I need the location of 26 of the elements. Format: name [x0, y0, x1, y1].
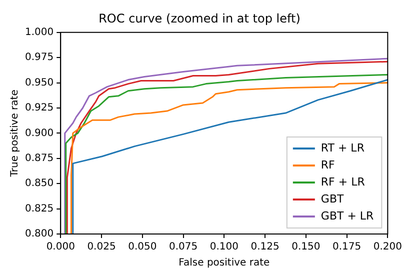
y-tick-label: 0.900 [24, 128, 54, 139]
x-axis-title: False positive rate [178, 258, 270, 269]
x-tick-label: 0.025 [87, 242, 116, 253]
x-tick-label: 0.050 [128, 242, 157, 253]
y-tick-label: 0.800 [24, 228, 54, 240]
y-tick-label: 0.925 [24, 102, 54, 114]
x-tick-label: 0.200 [373, 242, 402, 253]
legend-label: RT + LR [320, 141, 365, 154]
x-tick-label: 0.100 [210, 242, 238, 253]
chart-title: ROC curve (zoomed in at top left) [98, 11, 300, 26]
y-tick-label: 0.825 [24, 203, 54, 214]
x-tick-label: 0.075 [168, 242, 198, 253]
y-tick-label: 0.950 [24, 77, 54, 88]
y-axis-title: True positive rate [10, 90, 21, 178]
x-tick-label: 0.125 [250, 242, 280, 253]
legend-label: GBT + LR [320, 209, 374, 222]
y-tick-label: 1.000 [24, 26, 54, 38]
legend-label: GBT [320, 192, 344, 206]
y-tick-label: 0.875 [24, 152, 54, 164]
legend-label: RF [320, 158, 335, 172]
x-tick-label: 0.150 [292, 242, 320, 253]
x-tick-label: 0.000 [46, 242, 75, 253]
legend-label: RF + LR [320, 175, 366, 188]
x-tick-label: 0.175 [332, 242, 362, 253]
y-tick-label: 0.850 [24, 178, 54, 190]
y-tick-label: 0.975 [24, 52, 54, 64]
